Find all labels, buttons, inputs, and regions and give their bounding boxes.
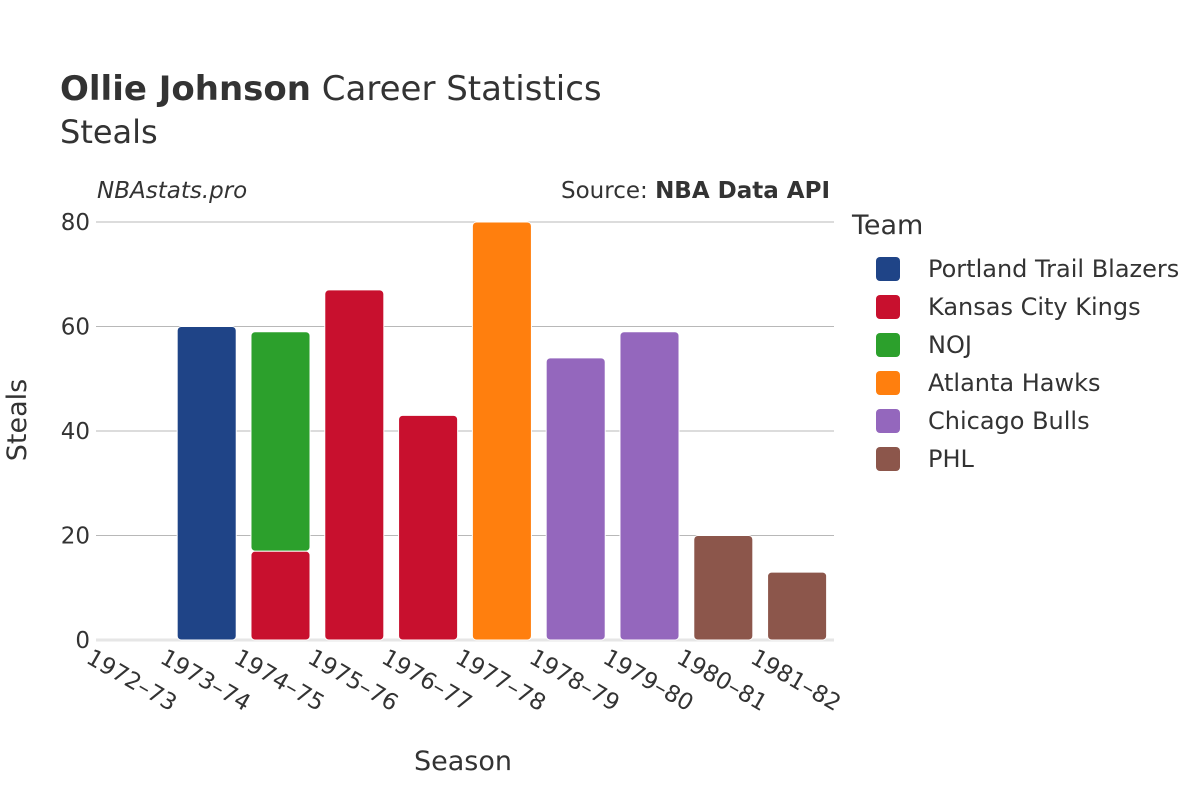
y-tick-label: 0 <box>75 628 90 654</box>
legend: Portland Trail Blazers Kansas City Kings N… <box>876 250 1179 478</box>
legend-item[interactable]: Kansas City Kings <box>876 288 1179 326</box>
legend-swatch <box>876 447 900 471</box>
legend-swatch <box>876 409 900 433</box>
legend-item[interactable]: Chicago Bulls <box>876 402 1179 440</box>
source-note: Source: NBA Data API <box>561 178 830 204</box>
legend-label: NOJ <box>928 331 972 359</box>
bar-chicago-bulls-1978-79[interactable] <box>545 357 606 641</box>
legend-item[interactable]: Atlanta Hawks <box>876 364 1179 402</box>
bar-noj-1974-75[interactable] <box>250 331 311 552</box>
legend-swatch <box>876 371 900 395</box>
bar-kansas-city-kings-1976-77[interactable] <box>398 414 459 641</box>
bar-chicago-bulls-1979-80[interactable] <box>619 331 680 641</box>
bar-phl-1981-82[interactable] <box>767 571 828 641</box>
legend-swatch <box>876 257 900 281</box>
x-axis-title: Season <box>414 746 512 777</box>
chart-subtitle: Steals <box>60 113 158 151</box>
legend-label: Kansas City Kings <box>928 293 1141 321</box>
bar-atlanta-hawks-1977-78[interactable] <box>471 221 532 641</box>
source-name: NBA Data API <box>655 178 830 204</box>
legend-label: Portland Trail Blazers <box>928 255 1180 283</box>
chart-title-player: Ollie Johnson <box>60 69 311 109</box>
legend-swatch <box>876 295 900 319</box>
legend-item[interactable]: NOJ <box>876 326 1179 364</box>
chart-title-rest: Career Statistics <box>321 69 602 109</box>
legend-label: Atlanta Hawks <box>928 369 1101 397</box>
y-tick-label: 40 <box>61 419 90 445</box>
bar-portland-trail-blazers-1973-74[interactable] <box>176 326 237 641</box>
watermark: NBAstats.pro <box>97 178 248 204</box>
y-tick-labels: 0 20 40 60 80 <box>61 210 90 654</box>
legend-item[interactable]: PHL <box>876 440 1179 478</box>
bar-kansas-city-kings-1974-75[interactable] <box>250 550 311 641</box>
bars <box>176 221 828 641</box>
legend-label: PHL <box>928 445 974 473</box>
bar-kansas-city-kings-1975-76[interactable] <box>324 289 385 641</box>
legend-swatch <box>876 333 900 357</box>
legend-title: Team <box>852 210 924 241</box>
x-tick-labels: 1972–731973–741974–751975–761976–771977–… <box>82 645 845 717</box>
source-prefix: Source: <box>561 178 656 204</box>
y-tick-label: 60 <box>61 315 90 341</box>
bar-phl-1980-81[interactable] <box>693 535 754 641</box>
y-axis-title: Steals <box>2 379 33 461</box>
y-tick-label: 20 <box>61 524 90 550</box>
y-tick-label: 80 <box>61 210 90 236</box>
legend-label: Chicago Bulls <box>928 407 1090 435</box>
chart-title: Ollie Johnson Career Statistics <box>60 68 602 110</box>
legend-item[interactable]: Portland Trail Blazers <box>876 250 1179 288</box>
